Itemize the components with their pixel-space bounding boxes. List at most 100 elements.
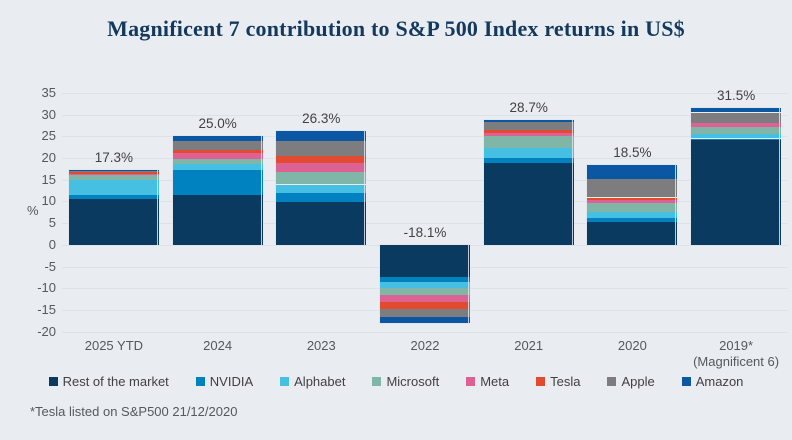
bar-column-2022: -18.1% 2022 xyxy=(379,86,470,353)
bar-segment-meta[interactable] xyxy=(68,173,159,175)
legend-label: Amazon xyxy=(695,374,744,389)
legend-swatch-icon xyxy=(536,377,546,386)
bar-segment-tesla[interactable] xyxy=(483,129,574,133)
legend-label: Microsoft xyxy=(386,374,440,389)
bar-column-2020: 18.5% 2020 xyxy=(586,86,678,353)
gridline-5 xyxy=(62,223,788,225)
bar-segment-amazon[interactable] xyxy=(691,108,782,113)
bar-segment-tesla[interactable] xyxy=(276,156,367,164)
bar-segment-nvidia[interactable] xyxy=(380,276,470,282)
bar-segment-alphabet[interactable] xyxy=(172,164,263,170)
bar-segment-rest-of-the-market[interactable] xyxy=(68,199,159,245)
bar-segment-amazon[interactable] xyxy=(172,136,263,141)
bar-segment-microsoft[interactable] xyxy=(483,136,574,148)
bar-segment-rest-of-the-market[interactable] xyxy=(380,244,470,277)
bar-segment-nvidia[interactable] xyxy=(587,217,678,222)
legend-label: Apple xyxy=(621,374,655,389)
bar-segment-microsoft[interactable] xyxy=(68,174,159,180)
legend-label: Tesla xyxy=(550,374,581,389)
bar-segment-microsoft[interactable] xyxy=(587,202,678,212)
bar-segment-rest-of-the-market[interactable] xyxy=(691,139,782,245)
bar-segment-microsoft[interactable] xyxy=(276,171,367,185)
bar-segment-rest-of-the-market[interactable] xyxy=(276,202,367,245)
legend-label: Rest of the market xyxy=(62,374,169,389)
bar-total-label: -18.1% xyxy=(403,224,447,240)
bar-segment-nvidia[interactable] xyxy=(172,169,263,195)
bar-total-label: 28.7% xyxy=(509,100,548,116)
bar-segment-alphabet[interactable] xyxy=(691,134,782,139)
x-axis-label: 2023 xyxy=(306,338,336,353)
chart-title: Magnificent 7 contribution to S&P 500 In… xyxy=(107,16,685,41)
chart-legend: Rest of the market NVIDIA Alphabet Microsof… xyxy=(0,374,792,389)
bar-segment-alphabet[interactable] xyxy=(68,179,159,196)
bar-segment-meta[interactable] xyxy=(380,295,470,302)
y-tick-label: -5 xyxy=(44,258,56,274)
bar-segment-alphabet[interactable] xyxy=(380,281,470,289)
bar-segment-meta[interactable] xyxy=(276,163,367,172)
bar-segment-tesla[interactable] xyxy=(380,301,470,310)
bar-segment-nvidia[interactable] xyxy=(691,138,782,140)
bar-segment-meta[interactable] xyxy=(691,122,782,127)
bar-segment-apple[interactable] xyxy=(172,140,263,151)
legend-item-alphabet: Alphabet xyxy=(280,374,345,389)
bar-segment-rest-of-the-market[interactable] xyxy=(587,221,678,245)
bar-segment-alphabet[interactable] xyxy=(276,184,367,194)
legend-swatch-icon xyxy=(372,377,382,386)
legend-item-tesla: Tesla xyxy=(536,374,580,389)
footnote: *Tesla listed on S&P500 21/12/2020 xyxy=(30,404,238,419)
legend-swatch-icon xyxy=(466,377,476,386)
bar-column-2025-ytd: 17.3% 2025 YTD xyxy=(67,86,159,353)
bar-segment-amazon[interactable] xyxy=(483,120,574,122)
bar-segment-rest-of-the-market[interactable] xyxy=(483,162,574,245)
bar-segment-apple[interactable] xyxy=(587,179,678,198)
bar-segment-tesla[interactable] xyxy=(587,197,678,201)
bar-segment-meta[interactable] xyxy=(172,152,263,160)
legend-swatch-icon xyxy=(681,377,691,386)
plot-area: 17.3% 2025 YTD 25.0% 2024 26.3% 2023 -18.1% 202… xyxy=(62,86,788,369)
legend-label: Alphabet xyxy=(294,374,346,389)
bar-total-label: 17.3% xyxy=(94,149,134,165)
bar-segment-tesla[interactable] xyxy=(172,150,263,153)
bar-segment-tesla[interactable] xyxy=(68,171,159,174)
bar-segment-nvidia[interactable] xyxy=(483,158,574,163)
bar-segment-nvidia[interactable] xyxy=(276,193,367,203)
bar-segment-apple[interactable] xyxy=(483,121,574,130)
gridline-30 xyxy=(62,114,788,116)
bar-segment-apple[interactable] xyxy=(691,112,782,123)
bar-total-label: 18.5% xyxy=(613,144,652,160)
legend-swatch-icon xyxy=(607,377,617,386)
legend-swatch-icon xyxy=(280,377,290,386)
bar-segment-amazon[interactable] xyxy=(380,317,470,324)
bar-segment-rest-of-the-market[interactable] xyxy=(172,194,263,245)
bar-segment-microsoft[interactable] xyxy=(691,126,782,135)
y-tick-label: 10 xyxy=(41,193,56,209)
y-tick-label: -20 xyxy=(37,323,56,339)
legend-item-microsoft: Microsoft xyxy=(372,374,439,389)
bar-segment-meta[interactable] xyxy=(483,132,574,137)
gridline-20 xyxy=(62,158,788,159)
bar-segment-apple[interactable] xyxy=(276,140,367,157)
bar-segment-alphabet[interactable] xyxy=(483,148,574,158)
bar-segment-amazon[interactable] xyxy=(68,169,159,171)
bar-segment-alphabet[interactable] xyxy=(587,211,678,218)
gridline-25 xyxy=(62,136,788,138)
x-axis-label: 2024 xyxy=(203,338,233,353)
gridline-10 xyxy=(62,201,788,203)
y-tick-label: 5 xyxy=(48,215,56,231)
y-tick-label: 15 xyxy=(41,171,56,187)
y-tick-label: -10 xyxy=(37,280,56,296)
gridline-35 xyxy=(62,92,788,94)
bar-segment-apple[interactable] xyxy=(380,309,470,318)
bar-segment-amazon[interactable] xyxy=(276,130,367,141)
bar-segment-meta[interactable] xyxy=(587,200,678,203)
bar-segment-amazon[interactable] xyxy=(587,164,678,180)
legend-item-amazon: Amazon xyxy=(681,374,744,389)
legend-item-meta: Meta xyxy=(466,374,509,389)
legend-swatch-icon xyxy=(48,377,58,386)
gridline-15 xyxy=(62,179,788,181)
bar-total-label: 25.0% xyxy=(198,116,237,132)
bar-segment-microsoft[interactable] xyxy=(380,288,470,296)
bar-segment-nvidia[interactable] xyxy=(68,195,159,200)
bar-segment-microsoft[interactable] xyxy=(172,159,263,165)
y-axis-unit-label: % xyxy=(27,203,39,218)
